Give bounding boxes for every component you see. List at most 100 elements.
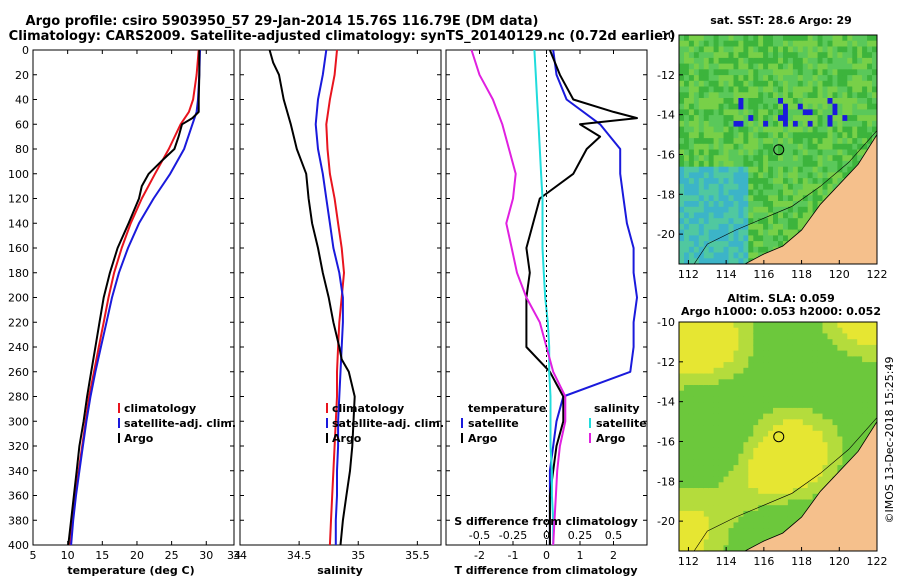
x-tick-label: -1 — [508, 549, 519, 562]
lat-tick-label: -14 — [657, 109, 675, 122]
depth-tick-label: 60 — [15, 118, 29, 131]
salinity-xlabel: salinity — [317, 564, 363, 577]
lat-tick-label: -16 — [657, 148, 675, 161]
sst-map-title: sat. SST: 28.6 Argo: 29 — [710, 14, 852, 27]
lon-tick-label: 112 — [678, 268, 699, 281]
lat-tick-label: -18 — [657, 188, 675, 201]
sla-map-title-2: Argo h1000: 0.053 h2000: 0.052 — [681, 305, 881, 318]
temperature-panel-frame — [32, 49, 235, 546]
series-s-argo — [470, 49, 567, 546]
depth-tick-label: 400 — [8, 539, 29, 552]
title-line2: Climatology: CARS2009. Satellite-adjuste… — [9, 29, 676, 44]
legend-label-satellite: satellite-adj. clim. — [124, 417, 236, 430]
depth-tick-label: 240 — [8, 341, 29, 354]
lon-tick-label: 116 — [753, 268, 774, 281]
sla_map-field — [679, 322, 877, 551]
difference-xlabel: T difference from climatology — [454, 564, 637, 577]
depth-tick-label: 300 — [8, 415, 29, 428]
lon-tick-label: 116 — [753, 555, 774, 568]
legend-label-climatology: climatology — [332, 402, 404, 415]
x-tick-label: 25 — [165, 549, 179, 562]
series-satellite-adj-clim- — [70, 49, 201, 546]
lon-tick-label: 118 — [791, 555, 812, 568]
argo-position-marker — [773, 144, 785, 156]
depth-tick-label: 40 — [15, 94, 29, 107]
watermark: ©IMOS 13-Dec-2018 15:25:49 — [883, 357, 896, 524]
title-line1: Argo profile: csiro 5903950_57 29-Jan-20… — [26, 14, 539, 29]
x-tick-label: 35 — [351, 549, 365, 562]
legend-label-argo: Argo — [124, 432, 154, 445]
lon-tick-label: 120 — [829, 555, 850, 568]
legend-label-argo: Argo — [332, 432, 362, 445]
series-satellite-adj-clim- — [314, 49, 344, 545]
legend-title-temperature: temperature — [468, 402, 546, 415]
temperature-xlabel: temperature (deg C) — [67, 564, 194, 577]
x-tick-label: 30 — [199, 549, 213, 562]
s-x-tick-label: -0.25 — [499, 529, 527, 542]
series-climatology — [325, 49, 345, 546]
sst_map-frame — [678, 34, 878, 265]
legend-label-s-argo: Argo — [596, 432, 626, 445]
depth-tick-label: 200 — [8, 292, 29, 305]
salinity-panel-frame — [239, 49, 442, 546]
lat-tick-label: -12 — [657, 356, 675, 369]
legend-label-satellite: satellite-adj. clim. — [332, 417, 444, 430]
sla_map: 112 114 116 118 120 122 -10 -12 -14 -16 -18 -20 — [657, 316, 887, 568]
depth-tick-label: 380 — [8, 514, 29, 527]
x-tick-label: -2 — [474, 549, 485, 562]
series-t-argo — [525, 49, 638, 545]
depth-tick-label: 20 — [15, 69, 29, 82]
x-tick-label: 35.5 — [405, 549, 430, 562]
depth-tick-label: 140 — [8, 217, 29, 230]
difference-top-xlabel: S difference from climatology — [454, 515, 638, 528]
sla-map-title-1: Altim. SLA: 0.059 — [727, 292, 834, 305]
depth-tick-label: 100 — [8, 168, 29, 181]
s-x-tick-label: -0.5 — [469, 529, 490, 542]
legend-label-s-satellite: satellite — [596, 417, 647, 430]
lat-tick-label: -10 — [657, 29, 675, 42]
sst_map: 112 114 116 118 120 122 -10 -12 -14 -16 -18 -20 — [657, 29, 887, 281]
legend-label-t-argo: Argo — [468, 432, 498, 445]
difference-legend: temperature satellite Argo salinity sate… — [461, 402, 647, 445]
legend-label-t-satellite: satellite — [468, 417, 519, 430]
x-tick-label: 10 — [61, 549, 75, 562]
depth-tick-label: 0 — [22, 44, 29, 57]
x-tick-label: 0 — [543, 549, 550, 562]
x-tick-label: 20 — [130, 549, 144, 562]
lon-tick-label: 114 — [716, 268, 737, 281]
lon-tick-label: 112 — [678, 555, 699, 568]
depth-tick-label: 320 — [8, 440, 29, 453]
series-argo — [67, 50, 201, 546]
x-tick-label: 5 — [30, 549, 37, 562]
series-s-satellite — [533, 49, 555, 545]
isobath-contour — [693, 417, 877, 551]
x-tick-label: 2 — [610, 549, 617, 562]
depth-tick-label: 340 — [8, 465, 29, 478]
s-x-tick-label: 0.25 — [568, 529, 593, 542]
lat-tick-label: -12 — [657, 69, 675, 82]
legend-title-salinity: salinity — [594, 402, 640, 415]
depth-tick-label: 260 — [8, 366, 29, 379]
argo-position-marker — [773, 431, 785, 443]
depth-tick-label: 280 — [8, 391, 29, 404]
depth-tick-label: 360 — [8, 490, 29, 503]
lon-tick-label: 122 — [867, 555, 888, 568]
lat-tick-label: -16 — [657, 435, 675, 448]
sla_map-frame — [678, 321, 878, 552]
depth-tick-label: 120 — [8, 193, 29, 206]
lon-tick-label: 120 — [829, 268, 850, 281]
lat-tick-label: -18 — [657, 475, 675, 488]
temperature-legend: climatology satellite-adj. clim. Argo — [118, 402, 236, 445]
lon-tick-label: 122 — [867, 268, 888, 281]
lat-tick-label: -14 — [657, 396, 675, 409]
x-tick-label: 15 — [95, 549, 109, 562]
x-tick-label: 34 — [227, 549, 241, 562]
difference-panel-frame — [445, 49, 648, 546]
series-argo — [268, 49, 356, 546]
x-tick-label: 34 — [233, 549, 247, 562]
sst_map-field — [679, 35, 877, 264]
s-x-tick-label: 0 — [543, 529, 550, 542]
land-mass — [744, 420, 877, 551]
